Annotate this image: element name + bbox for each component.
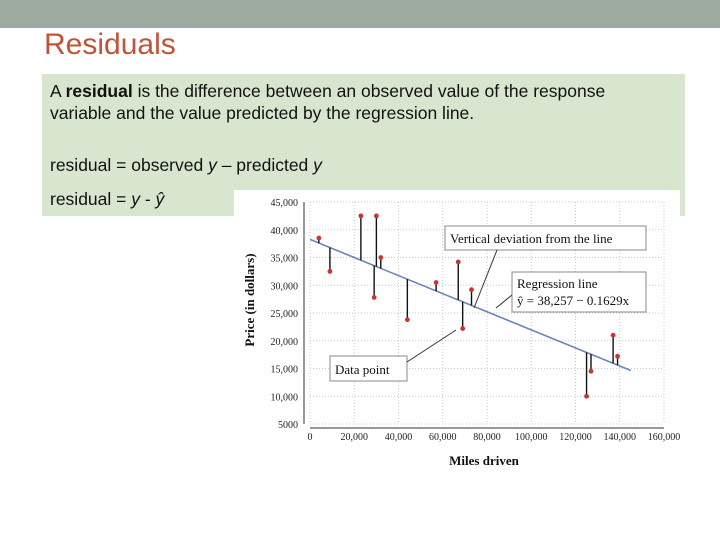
y-axis-label: Price (in dollars) [242,253,257,346]
definition-prefix: A [50,81,66,101]
regression-line-box [511,271,647,313]
definition-term: residual [65,81,133,101]
vertical-deviation-label: Vertical deviation from the line [450,231,613,246]
x-tick-label: 140,000 [604,432,637,443]
formula-y-minus-yhat: residual = y - ŷ [50,188,164,210]
formula-observed-predicted: residual = observed y – predicted y [50,154,322,176]
formula2-yhat: ŷ [155,189,165,209]
y-tick-label: 20,000 [271,337,299,348]
regression-line-group [309,238,632,372]
y-tick-label: 15,000 [271,365,299,376]
formula1-part-a: residual = observed [50,155,209,175]
regression-line-label: Regression line [517,276,598,291]
data-point-label: Data point [335,362,390,377]
scatterplot-svg: 5000 10,000 15,000 20,000 25,000 30,000 35,000… [242,198,681,468]
data-point [615,353,620,359]
x-tick-label: 40,000 [385,432,413,443]
data-point [371,295,377,300]
axes [303,202,664,429]
formula1-y: y [208,155,217,175]
data-point [378,255,384,260]
formula2-y: y [131,189,140,209]
definition-rest: is the difference between an observed va… [50,81,606,123]
y-tick-labels: 5000 10,000 15,000 20,000 25,000 30,000 35,000… [271,198,299,431]
residual-scatterplot: 5000 10,000 15,000 20,000 25,000 30,000 35,000… [234,190,680,480]
data-point [404,317,410,323]
data-point [433,280,439,285]
data-point [373,213,379,219]
slide-title: Residuals [44,28,176,61]
formula2-part-b: - [139,189,156,209]
x-tick-label: 60,000 [429,432,457,443]
top-bar [0,0,720,28]
data-point [588,368,594,374]
formula1-part-b: – predicted [216,155,314,175]
y-tick-label: 40,000 [271,226,299,237]
y-tick-label: 25,000 [271,309,299,320]
data-point [584,393,589,399]
residual-segments [318,215,619,397]
data-point [455,259,461,265]
definition-text: A residual is the difference between an … [50,80,670,124]
y-tick-label: 5000 [278,420,298,431]
data-point [316,235,322,241]
formula1-y2: y [313,155,322,175]
x-tick-label: 80,000 [473,432,501,443]
x-tick-label: 100,000 [515,432,548,443]
x-tick-label: 120,000 [559,432,592,443]
y-tick-label: 30,000 [271,281,299,292]
y-tick-label: 10,000 [271,392,299,403]
annotations: Vertical deviation from the line Regress… [329,225,647,382]
data-point [610,332,616,338]
data-point [358,213,364,219]
x-tick-label: 20,000 [341,432,369,443]
y-tick-label: 35,000 [271,254,299,265]
regression-arrow [495,294,513,309]
data-point [469,287,474,293]
regression-line [309,238,632,372]
regression-equation: ŷ = 38,257 − 0.1629x [517,293,630,308]
data-point [460,326,466,331]
data-point-arrow [406,329,457,363]
data-points [316,213,620,399]
vertical-deviation-box [444,225,647,251]
x-axis-label: Miles driven [449,453,519,468]
x-tick-label: 160,000 [648,432,680,443]
data-point [327,268,333,274]
data-point-box [329,355,408,382]
deviation-arrow [473,249,498,309]
x-tick-labels: 0 20,000 40,000 60,000 80,000 100,000 120,000 1… [308,432,681,443]
formula2-part-a: residual = [50,189,132,209]
y-tick-label: 45,000 [271,198,299,209]
x-tick-label: 0 [308,432,313,443]
